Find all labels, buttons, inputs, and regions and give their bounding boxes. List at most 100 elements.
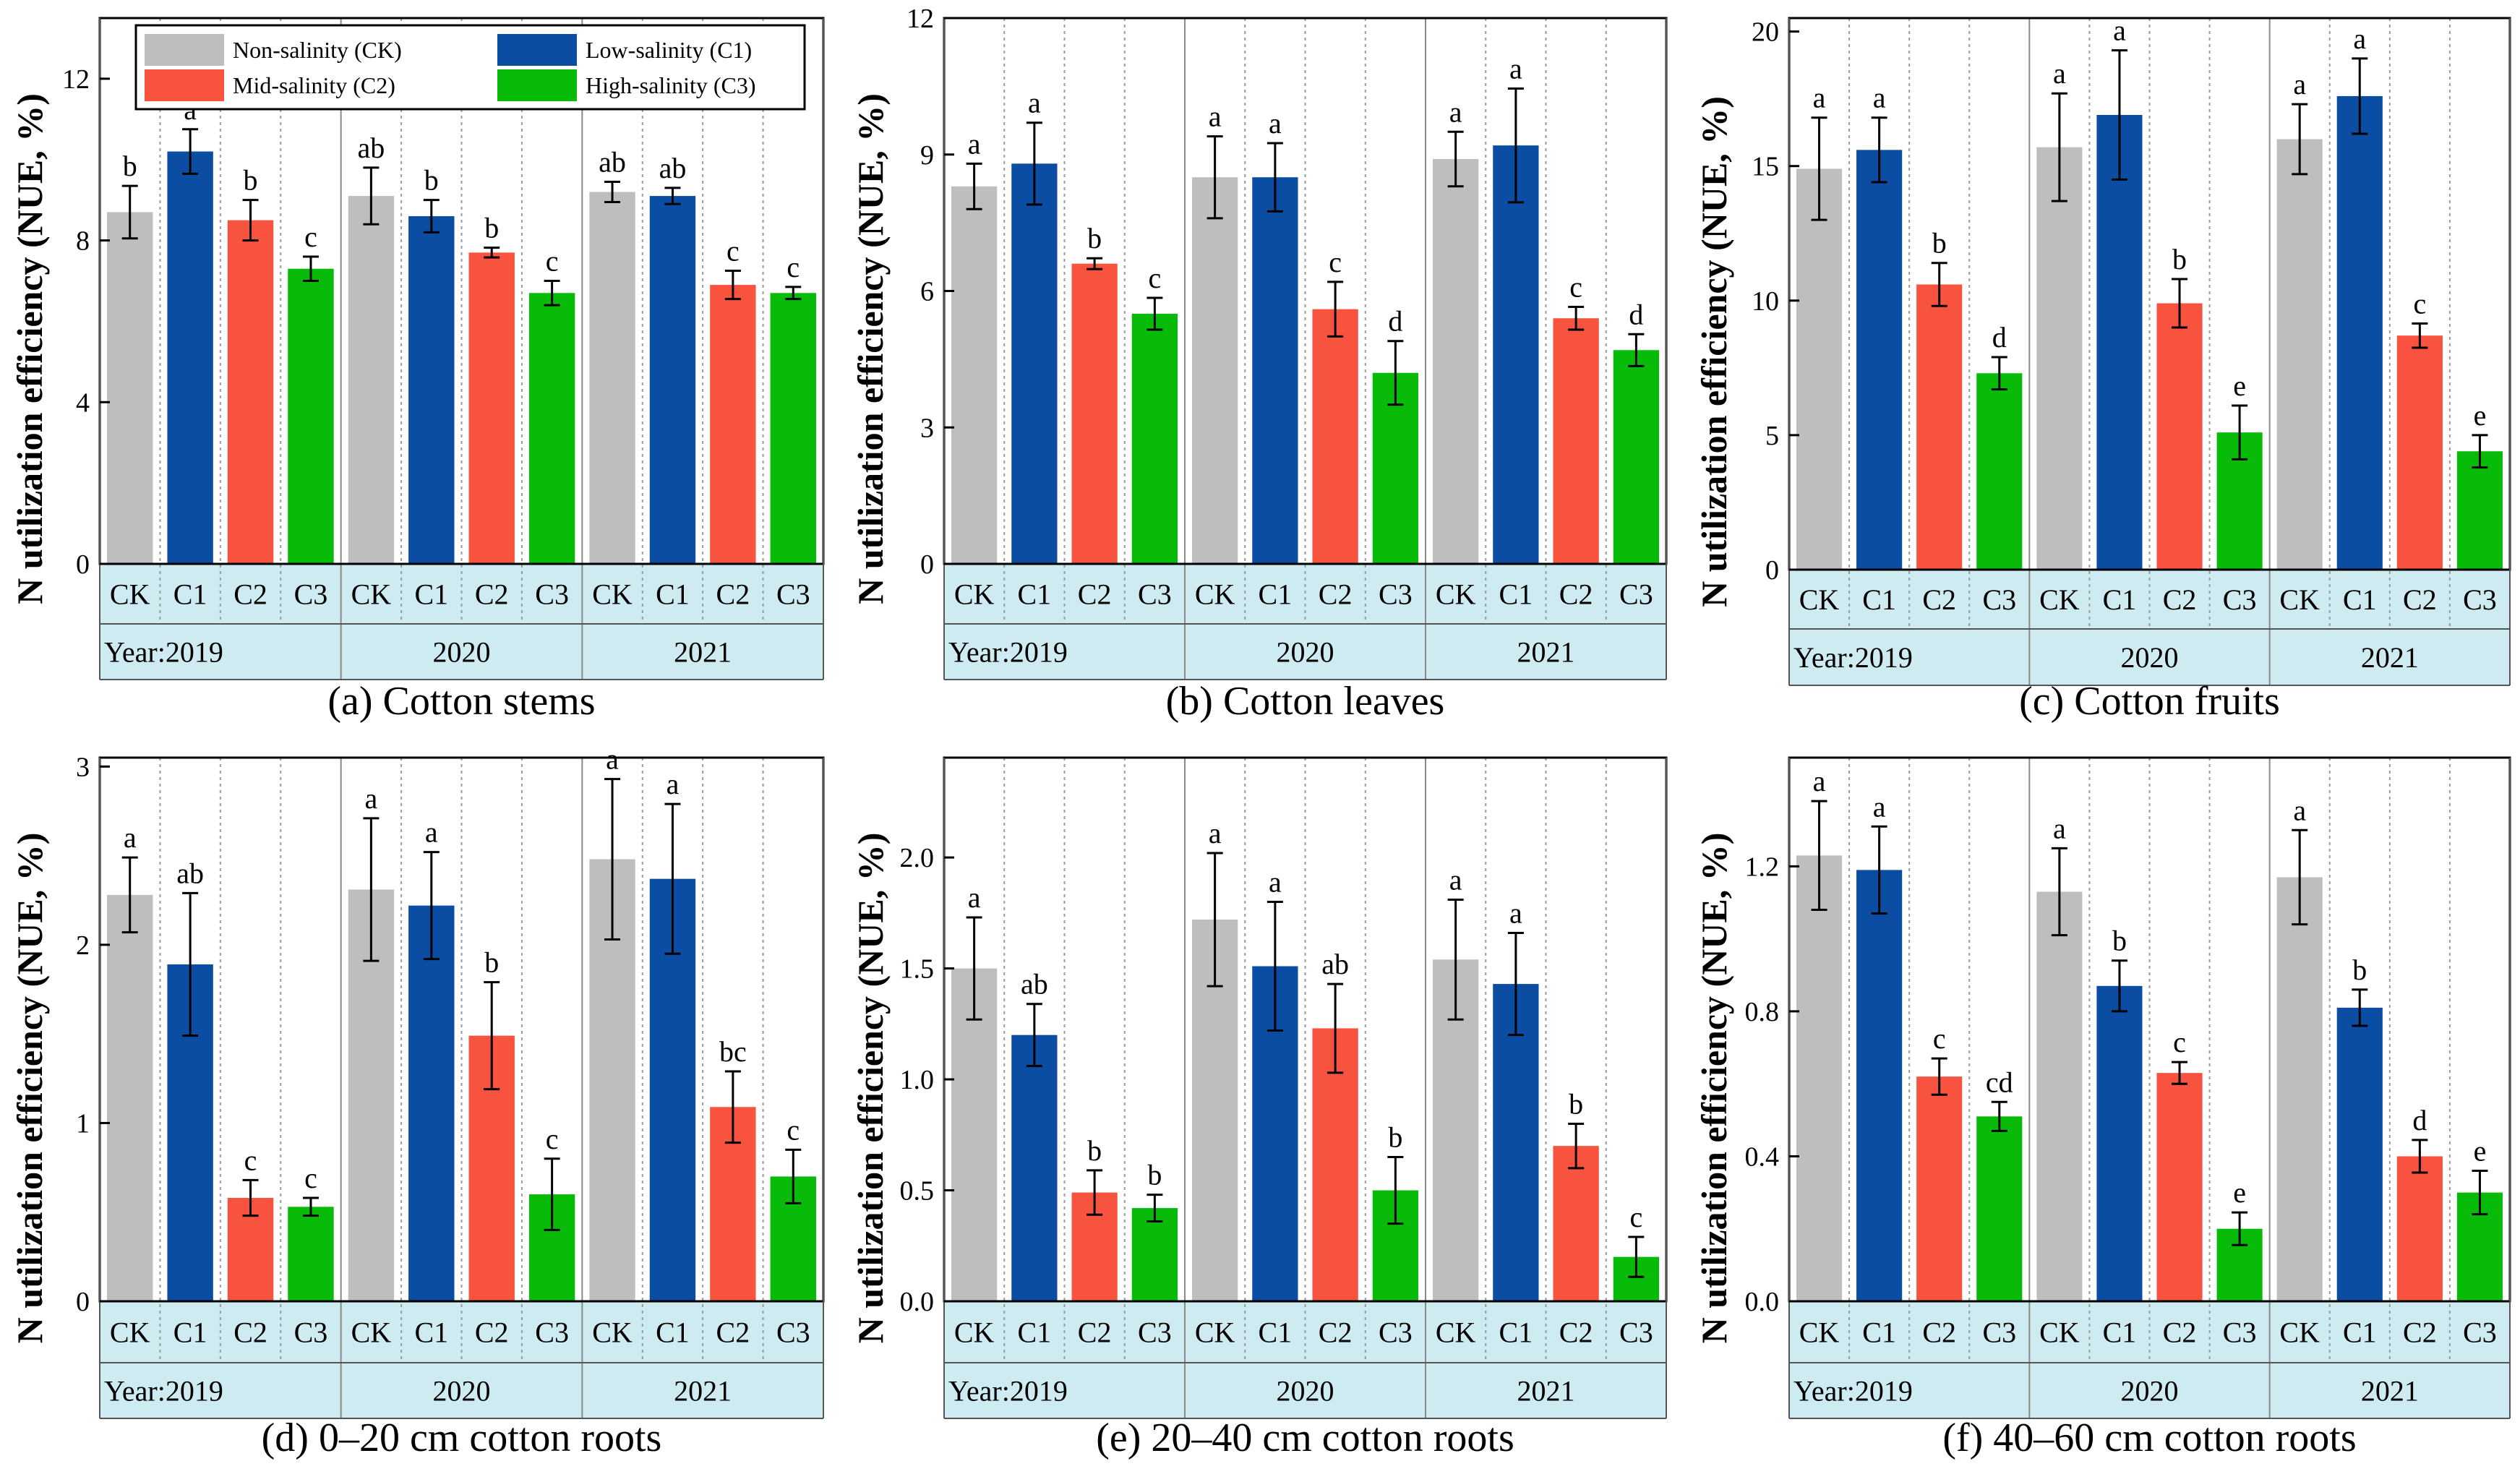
category-label: C3	[1619, 578, 1653, 611]
bar	[1856, 870, 1903, 1301]
year-label: 2020	[433, 1375, 491, 1408]
error-bar	[1387, 1155, 1404, 1225]
significance-letter: b	[1388, 1121, 1402, 1153]
category-label: C1	[1259, 1316, 1293, 1349]
significance-letter: b	[484, 212, 499, 244]
significance-letter: b	[424, 164, 439, 197]
significance-letter: b	[1569, 1087, 1583, 1120]
category-label: C1	[1862, 583, 1896, 616]
bar	[2456, 451, 2503, 570]
significance-letter: d	[1992, 321, 2007, 354]
error-bar	[484, 981, 500, 1091]
y-axis-label: N utilization efficiency (NUE, %)	[850, 833, 891, 1344]
error-bar	[1087, 257, 1103, 270]
y-tick-label: 3	[76, 752, 90, 782]
significance-letter: a	[2293, 68, 2306, 100]
year-label: Year:2019	[104, 1375, 223, 1408]
error-bar	[242, 199, 259, 242]
error-bar	[664, 187, 681, 205]
error-bar	[1147, 296, 1163, 331]
y-tick-label: 6	[920, 277, 934, 307]
error-bar	[1207, 135, 1223, 220]
significance-letter: a	[1813, 765, 1826, 797]
category-label: C2	[233, 578, 267, 611]
error-bar	[2172, 1061, 2188, 1085]
bar	[468, 252, 515, 564]
category-label: C3	[294, 578, 328, 611]
category-label: C2	[1922, 1316, 1956, 1349]
error-bar	[484, 247, 500, 259]
category-label: C1	[2343, 583, 2377, 616]
significance-letter: b	[123, 150, 137, 182]
y-tick-label: 0	[76, 549, 90, 580]
significance-letter: a	[968, 881, 981, 914]
category-label: C2	[1078, 1316, 1112, 1349]
significance-letter: a	[2053, 57, 2066, 90]
significance-letter: a	[1449, 95, 1462, 128]
significance-letter: d	[2412, 1104, 2427, 1136]
y-tick-label: 0.0	[1745, 1287, 1780, 1317]
bar	[1493, 984, 1539, 1301]
error-bar	[724, 270, 741, 301]
bar	[1856, 150, 1903, 570]
year-label: 2021	[2361, 1375, 2419, 1408]
category-label: CK	[110, 1316, 150, 1349]
error-bar	[1568, 306, 1585, 331]
error-bar	[2352, 57, 2368, 135]
significance-letter: b	[1087, 1134, 1102, 1167]
bar	[1916, 284, 1963, 570]
error-bar	[1447, 130, 1464, 188]
significance-letter: ab	[1021, 968, 1048, 1001]
bar	[1131, 313, 1178, 564]
year-label: 2021	[674, 636, 732, 669]
significance-letter: c	[2413, 287, 2426, 320]
error-bar	[544, 1157, 560, 1231]
significance-letter: a	[1449, 863, 1462, 896]
category-label: CK	[1195, 1316, 1235, 1349]
bar	[408, 905, 455, 1301]
y-tick-label: 2	[76, 930, 90, 961]
category-label: CK	[1799, 583, 1840, 616]
category-label: CK	[2039, 583, 2080, 616]
y-tick-label: 1	[76, 1108, 90, 1139]
significance-letter: c	[1569, 271, 1582, 304]
bar	[2396, 1156, 2443, 1301]
category-label: C2	[2163, 583, 2197, 616]
error-bar	[1568, 1122, 1585, 1170]
error-bar	[302, 255, 319, 283]
error-bar	[544, 280, 560, 307]
bar	[951, 186, 998, 565]
category-label: CK	[592, 1316, 633, 1349]
error-bar	[242, 1178, 259, 1217]
significance-letter: b	[2112, 925, 2127, 957]
legend-swatch	[145, 69, 224, 101]
bar	[951, 968, 998, 1301]
error-bar	[2051, 92, 2067, 202]
bar	[2336, 1007, 2383, 1301]
category-label: C1	[173, 1316, 207, 1349]
y-tick-label: 12	[907, 4, 934, 34]
y-axis-label: N utilization efficiency (NUE, %)	[9, 93, 50, 604]
category-label: C1	[1862, 1316, 1896, 1349]
bar	[2156, 1073, 2203, 1301]
significance-letter: a	[1873, 82, 1886, 114]
bar	[1071, 263, 1118, 564]
category-label: CK	[2279, 583, 2320, 616]
year-label: Year:2019	[948, 636, 1068, 669]
category-label: C3	[2223, 1316, 2257, 1349]
error-bar	[604, 181, 621, 203]
significance-letter: cd	[1986, 1066, 2013, 1098]
significance-letter: d	[1629, 298, 1643, 330]
category-label: C3	[535, 1316, 569, 1349]
error-bar	[2292, 103, 2308, 176]
significance-letter: a	[1209, 817, 1222, 849]
bar	[1976, 373, 2023, 570]
category-strip	[1789, 1301, 2510, 1418]
significance-letter: b	[484, 946, 499, 979]
y-tick-label: 0.0	[900, 1287, 935, 1317]
y-tick-label: 4	[76, 387, 90, 418]
bar	[1011, 163, 1058, 565]
category-label: C3	[2463, 583, 2497, 616]
bar	[2036, 891, 2083, 1301]
